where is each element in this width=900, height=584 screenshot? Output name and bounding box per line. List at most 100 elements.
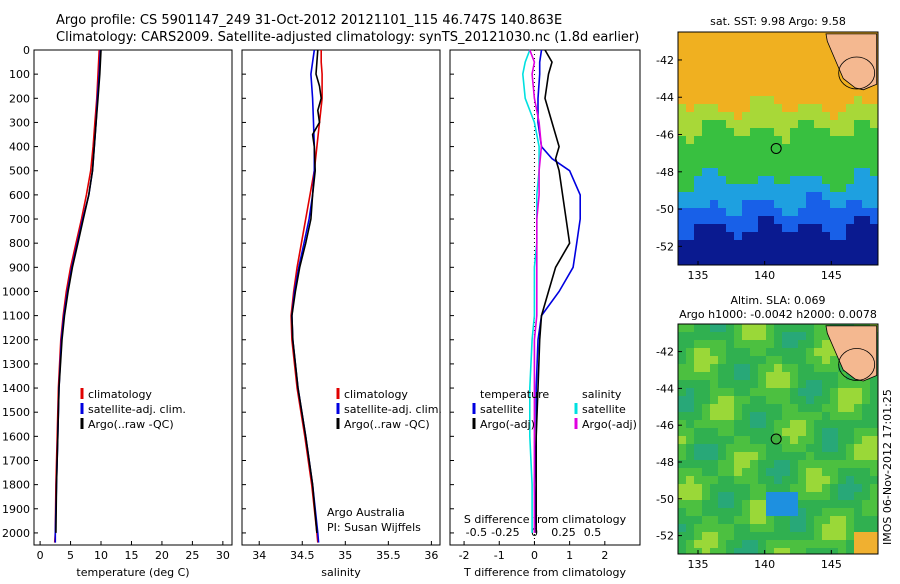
map-cell	[766, 96, 774, 104]
map-cell	[742, 112, 750, 120]
map-cell	[822, 492, 830, 500]
map-cell	[702, 32, 710, 40]
map-cell	[830, 96, 838, 104]
map-cell	[774, 532, 782, 540]
map-cell	[782, 48, 790, 56]
map-cell	[774, 356, 782, 364]
map-cell	[854, 192, 862, 200]
map-cell	[766, 40, 774, 48]
map-cell	[798, 144, 806, 152]
map-cell	[830, 428, 838, 436]
map-cell	[854, 240, 862, 248]
map-cell	[790, 48, 798, 56]
map-cell	[870, 452, 878, 460]
map-cell	[734, 56, 742, 64]
map-cell	[742, 348, 750, 356]
map-cell	[782, 548, 790, 554]
map-cell	[822, 532, 830, 540]
map-cell	[710, 388, 718, 396]
map-cell	[702, 152, 710, 160]
map-cell	[806, 380, 814, 388]
map-cell	[806, 468, 814, 476]
y-tick-label: -46	[656, 419, 674, 432]
map-cell	[718, 184, 726, 192]
map-cell	[702, 144, 710, 152]
map-frame	[677, 31, 879, 266]
map-cell	[846, 216, 854, 224]
map-cell	[718, 412, 726, 420]
map-cell	[766, 176, 774, 184]
map-cell	[718, 152, 726, 160]
map-cell	[798, 112, 806, 120]
map-cell	[870, 404, 878, 412]
map-cell	[854, 420, 862, 428]
map-cell	[686, 88, 694, 96]
map-cell	[790, 484, 798, 492]
map-cell	[710, 72, 718, 80]
map-cell	[774, 144, 782, 152]
map-cell	[774, 48, 782, 56]
map-cell	[870, 412, 878, 420]
map-cell	[686, 532, 694, 540]
map-cell	[822, 420, 830, 428]
x2-tick-label: -0.25	[491, 526, 519, 539]
map-cell	[686, 476, 694, 484]
map-cell	[838, 532, 846, 540]
map-cell	[702, 96, 710, 104]
map-cell	[830, 104, 838, 112]
map-cell	[862, 540, 870, 548]
map-cell	[702, 476, 710, 484]
map-cell	[734, 468, 742, 476]
map-cell	[822, 112, 830, 120]
map-cell	[750, 548, 758, 554]
map-cell	[838, 176, 846, 184]
map-cell	[734, 452, 742, 460]
map-cell	[678, 412, 686, 420]
map-cell	[854, 248, 862, 256]
map-cell	[750, 56, 758, 64]
map-cell	[702, 216, 710, 224]
map-cell	[774, 516, 782, 524]
map-cell	[710, 428, 718, 436]
map-cell	[782, 364, 790, 372]
map-cell	[734, 32, 742, 40]
map-cell	[838, 128, 846, 136]
map-cell	[758, 136, 766, 144]
map-cell	[678, 136, 686, 144]
map-cell	[798, 40, 806, 48]
map-cell	[790, 380, 798, 388]
map-cell	[782, 176, 790, 184]
map-cell	[758, 324, 766, 332]
map-cell	[710, 232, 718, 240]
map-cell	[750, 240, 758, 248]
map-cell	[758, 40, 766, 48]
map-cell	[718, 348, 726, 356]
map-cell	[702, 176, 710, 184]
map-cell	[838, 548, 846, 554]
map-cell	[758, 112, 766, 120]
map-cell	[790, 240, 798, 248]
map-cell	[678, 516, 686, 524]
map-cell	[742, 56, 750, 64]
map-cell	[790, 532, 798, 540]
map-cell	[694, 208, 702, 216]
y-tick-label: 100	[9, 68, 30, 81]
map-cell	[782, 136, 790, 144]
map-cell	[814, 56, 822, 64]
map-cell	[758, 428, 766, 436]
map-cell	[686, 540, 694, 548]
map-cell	[838, 468, 846, 476]
map-cell	[710, 412, 718, 420]
map-cell	[806, 240, 814, 248]
map-cell	[686, 96, 694, 104]
map-cell	[702, 120, 710, 128]
x-tick-label: 135	[688, 269, 709, 282]
map-cell	[870, 232, 878, 240]
map-cell	[806, 112, 814, 120]
map-cell	[718, 200, 726, 208]
map-cell	[830, 476, 838, 484]
map-cell	[734, 324, 742, 332]
map-cell	[734, 356, 742, 364]
map-cell	[766, 232, 774, 240]
map-cell	[758, 492, 766, 500]
